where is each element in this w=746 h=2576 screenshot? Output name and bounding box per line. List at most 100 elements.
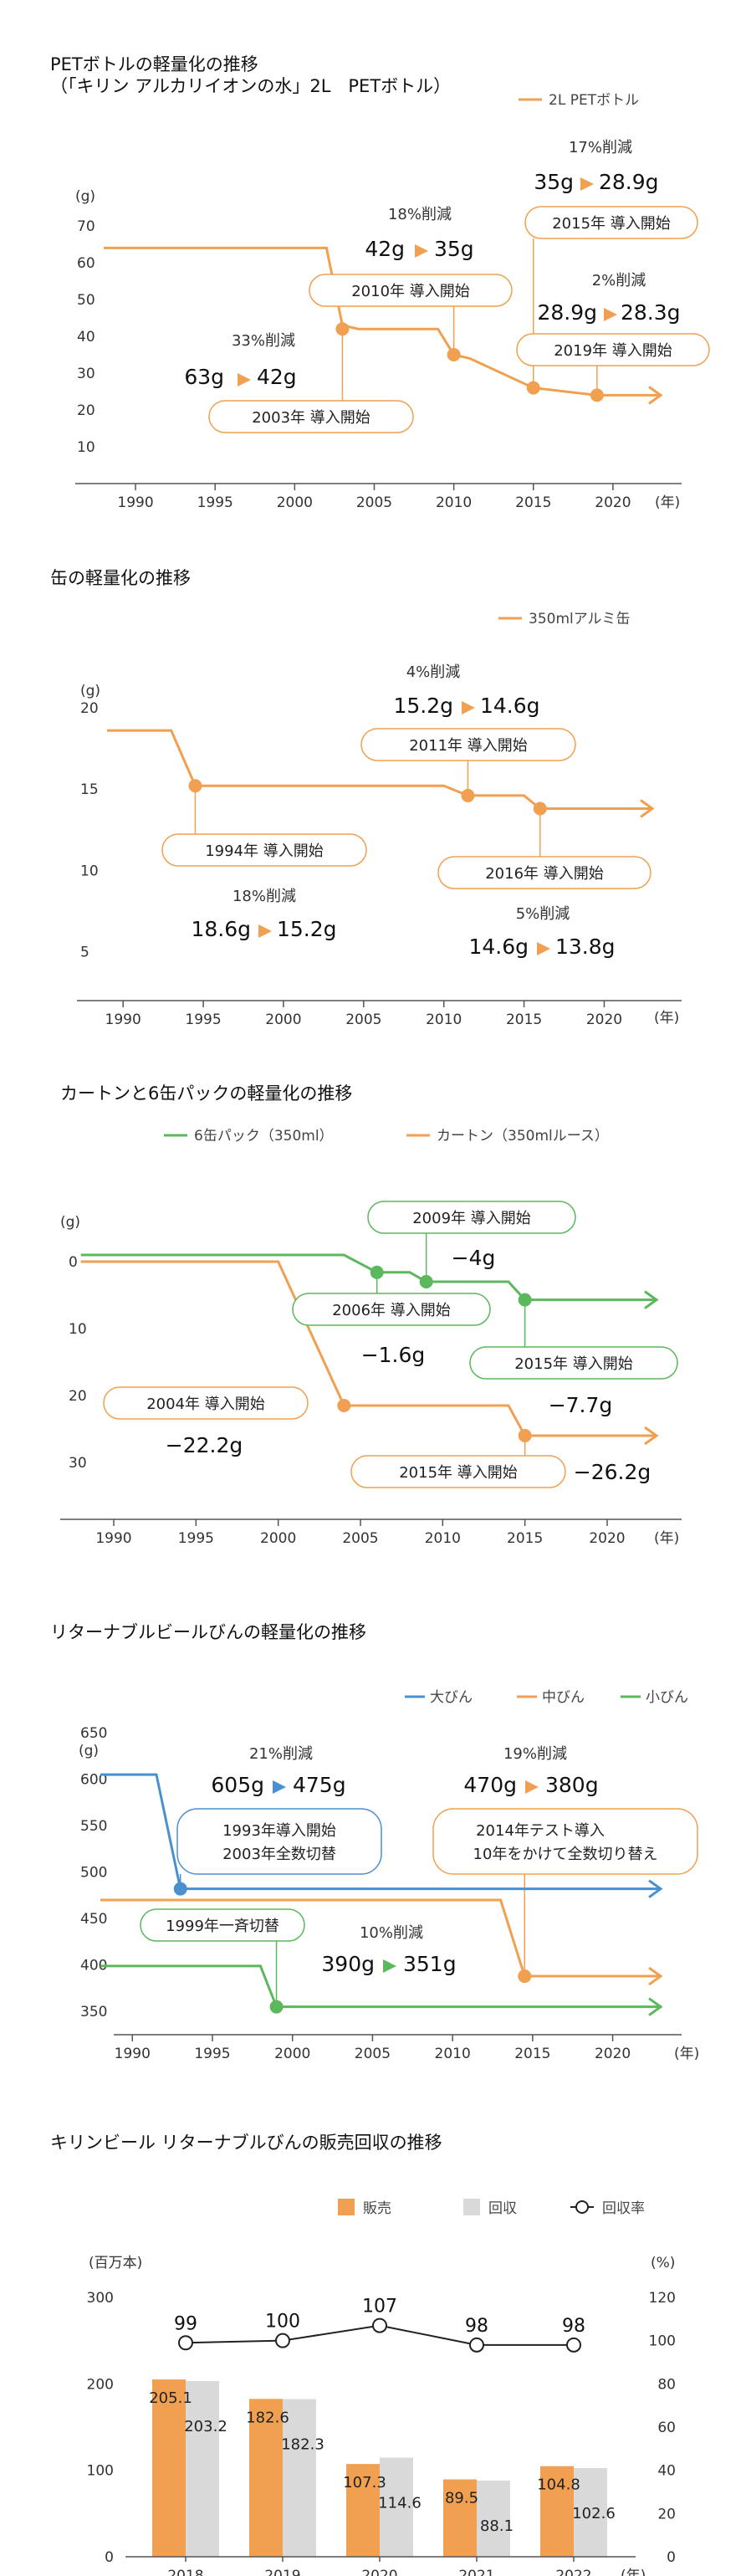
x-tick-label: 2018 — [167, 2568, 203, 2576]
carton-chart-title: カートンと6缶パックの軽量化の推移 — [60, 1083, 352, 1104]
bar-label-sales: 205.1 — [149, 2389, 192, 2407]
x-tick-label: 2005 — [345, 1011, 381, 1028]
legend-sixpack: 6缶パック（350ml） — [194, 1128, 334, 1145]
callout-label: 1993年導入開始 — [222, 1822, 336, 1840]
bar-label-collection: 203.2 — [184, 2418, 227, 2435]
pet-bottle-chart: PETボトルの軽量化の推移 （「キリン アルカリイオンの水」2L PETボトル）… — [50, 54, 710, 511]
circle-marker-icon — [575, 2200, 589, 2214]
rate-point — [178, 2335, 193, 2351]
value-to: 351g — [403, 1952, 457, 1976]
y-tick-label: 40 — [77, 329, 95, 346]
arrow-icon — [238, 373, 251, 387]
y-tick-label: 15 — [80, 781, 99, 798]
value-from: 390g — [321, 1952, 375, 1976]
bar-label-sales: 107.3 — [343, 2474, 386, 2491]
value-from: 14.6g — [468, 935, 529, 959]
weight-change: −4g — [452, 1246, 496, 1270]
bar-label-sales: 89.5 — [445, 2490, 478, 2507]
rate-point — [469, 2337, 484, 2353]
y-unit: (g) — [79, 1743, 99, 1759]
reduction-label: 18%削減 — [232, 888, 296, 905]
arrow-head-icon — [648, 1966, 663, 1986]
x-tick-label: 1990 — [117, 494, 153, 511]
x-tick-label: 2005 — [355, 2046, 391, 2062]
y-tick-label: 0 — [105, 2549, 114, 2566]
value-from: 35g — [534, 170, 574, 194]
value-to: 28.9g — [599, 170, 659, 194]
y-tick-label: 550 — [80, 1818, 107, 1835]
data-point — [461, 788, 475, 802]
arrow-icon — [273, 1780, 286, 1794]
y2-unit: (%) — [651, 2255, 675, 2271]
data-point — [518, 1429, 532, 1442]
bar-label-collection: 182.3 — [281, 2436, 324, 2454]
x-unit: (年) — [654, 1530, 679, 1547]
x-tick-label: 2022 — [555, 2568, 591, 2576]
y-tick-label: 30 — [77, 366, 95, 382]
value-to: 380g — [545, 1773, 599, 1797]
weight-change: −7.7g — [549, 1393, 613, 1417]
bar-sales — [152, 2379, 186, 2557]
value-to: 42g — [257, 365, 297, 389]
callout-label: 2015年 導入開始 — [514, 1355, 633, 1373]
x-tick-label: 2015 — [506, 1011, 542, 1028]
x-tick-label: 2019 — [264, 2568, 300, 2576]
callout-label: 2014年テスト導入 — [476, 1822, 605, 1840]
bar-label-collection: 102.6 — [572, 2505, 616, 2522]
value-from: 18.6g — [191, 917, 251, 941]
bar-sales — [346, 2464, 380, 2557]
x-tick-label: 1995 — [185, 1011, 221, 1028]
y-tick-label: 50 — [77, 292, 95, 309]
x-tick-label: 2010 — [436, 494, 472, 511]
y2-tick-label: 80 — [657, 2376, 676, 2393]
data-point — [173, 1882, 187, 1896]
callout-label: 2003年 導入開始 — [252, 409, 370, 427]
arrow-head-icon — [644, 1290, 659, 1309]
series-line — [100, 1773, 661, 1891]
x-tick-label: 2020 — [361, 2568, 397, 2576]
data-point — [337, 1399, 351, 1412]
legend-carton: カートン（350mlルース） — [437, 1128, 609, 1145]
y-tick-label: 20 — [77, 402, 95, 419]
value-to: 475g — [293, 1773, 346, 1797]
callout-label: 2003年全数切替 — [222, 1846, 336, 1863]
y-tick-label: 450 — [80, 1911, 107, 1928]
y-tick-label: 60 — [77, 255, 95, 272]
x-unit: (年) — [621, 2568, 646, 2576]
value-from: 15.2g — [393, 694, 453, 718]
y-tick-label: 0 — [69, 1254, 78, 1271]
data-point — [269, 2000, 284, 2014]
y2-tick-label: 0 — [667, 2549, 676, 2566]
series-line — [100, 1898, 661, 1978]
y-tick-label: 500 — [80, 1865, 107, 1882]
x-tick-label: 2015 — [515, 494, 551, 511]
y-tick-label: 30 — [69, 1455, 87, 1472]
legend-pet: 2L PETボトル — [549, 92, 639, 109]
legend-large: 大びん — [430, 1689, 473, 1706]
bar-label-sales: 104.8 — [537, 2476, 580, 2494]
y-tick-label: 20 — [80, 700, 99, 717]
value-to: 28.3g — [621, 300, 681, 325]
x-tick-label: 1995 — [194, 2046, 230, 2062]
arrow-icon — [580, 177, 594, 191]
arrow-head-icon — [644, 1426, 659, 1446]
x-tick-label: 2000 — [277, 494, 313, 511]
rate-point — [372, 2317, 387, 2333]
can-chart: 缶の軽量化の推移 350mlアルミ缶 (g) 5 10 15 20 1990 1995 2… — [50, 568, 682, 1028]
arrow-icon — [604, 308, 617, 321]
callout-label: 2015年 導入開始 — [399, 1464, 518, 1482]
value-to: 13.8g — [555, 935, 616, 959]
rate-label: 107 — [362, 2297, 397, 2317]
arrow-head-icon — [648, 1997, 663, 2016]
y-tick-label: 10 — [69, 1321, 87, 1338]
y-tick-label: 650 — [80, 1725, 107, 1742]
x-unit: (年) — [674, 2046, 699, 2062]
y-tick-label: 5 — [80, 945, 89, 961]
bar-label-collection: 114.6 — [378, 2495, 422, 2512]
value-from: 63g — [184, 365, 224, 389]
can-chart-title: 缶の軽量化の推移 — [50, 568, 191, 588]
legend-collection: 回収 — [488, 2200, 517, 2217]
x-unit: (年) — [655, 494, 680, 511]
x-tick-label: 2015 — [507, 1530, 543, 1547]
data-point — [335, 322, 350, 336]
